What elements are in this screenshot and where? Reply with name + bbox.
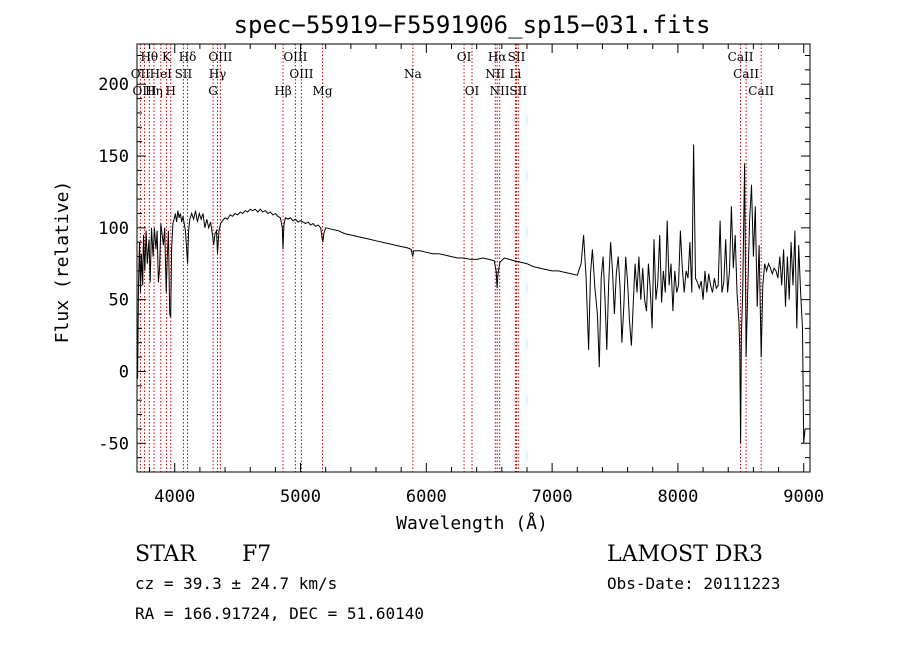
line-label: HeI: [150, 67, 173, 81]
line-label: OII: [131, 67, 151, 81]
object-subclass: F7: [242, 542, 271, 567]
line-label: SII: [509, 84, 527, 98]
line-label: Hα: [488, 50, 507, 64]
line-label: Hγ: [209, 67, 227, 81]
line-label: SII: [175, 67, 193, 81]
line-label: CaII: [733, 67, 759, 81]
line-label: Na: [404, 67, 422, 81]
y-tick-label: 150: [98, 147, 129, 167]
y-tick-label: 200: [98, 75, 129, 95]
line-label: G: [208, 84, 218, 98]
line-label: OIII: [208, 50, 232, 64]
coordinates-info: RA = 166.91724, DEC = 51.60140: [135, 604, 424, 623]
line-label: OIII: [283, 50, 307, 64]
spectral-line-markers: [139, 44, 762, 472]
plot-frame: [136, 43, 811, 473]
line-label: Mg: [313, 84, 333, 98]
line-label: OI: [465, 84, 480, 98]
chart-title: spec−55919−F5591906_sp15−031.fits: [234, 11, 711, 39]
x-axis-label: Wavelength (Å): [396, 512, 548, 534]
x-tick-label: 5000: [280, 487, 321, 507]
flux-series-line: [136, 144, 806, 444]
line-label: NII: [490, 84, 510, 98]
line-label: NII: [485, 67, 505, 81]
y-tick-label: 50: [109, 291, 129, 311]
x-tick-label: 8000: [657, 487, 698, 507]
y-tick-label: 100: [98, 219, 129, 239]
line-label: CaII: [748, 84, 774, 98]
line-label: Li: [509, 67, 521, 81]
x-tick-label: 4000: [154, 487, 195, 507]
y-axis-ticks: -50 0 50 100 150 200: [98, 54, 810, 459]
line-label: OIII: [289, 67, 313, 81]
survey-name: LAMOST DR3: [607, 542, 763, 567]
line-label: OIII: [133, 84, 157, 98]
line-label: SII: [508, 50, 526, 64]
line-label: CaII: [728, 50, 754, 64]
object-class: STAR: [135, 542, 197, 567]
line-label: Hη: [145, 84, 163, 98]
line-label: Hβ: [274, 84, 291, 98]
line-label: H: [165, 84, 175, 98]
line-label: Hδ: [179, 50, 197, 64]
observation-date: Obs-Date: 20111223: [607, 574, 780, 593]
x-tick-label: 9000: [783, 487, 824, 507]
x-axis-ticks: 4000 5000 6000 7000 8000 9000: [149, 44, 824, 507]
redshift-info: cz = 39.3 ± 24.7 km/s: [135, 574, 337, 593]
y-tick-label: 0: [119, 362, 129, 382]
line-label: Hθ: [140, 50, 158, 64]
line-label: K: [162, 50, 172, 64]
x-tick-label: 6000: [406, 487, 447, 507]
y-tick-label: -50: [98, 434, 129, 454]
x-tick-label: 7000: [532, 487, 573, 507]
y-axis-label: Flux (relative): [52, 181, 73, 344]
line-label: OI: [457, 50, 472, 64]
